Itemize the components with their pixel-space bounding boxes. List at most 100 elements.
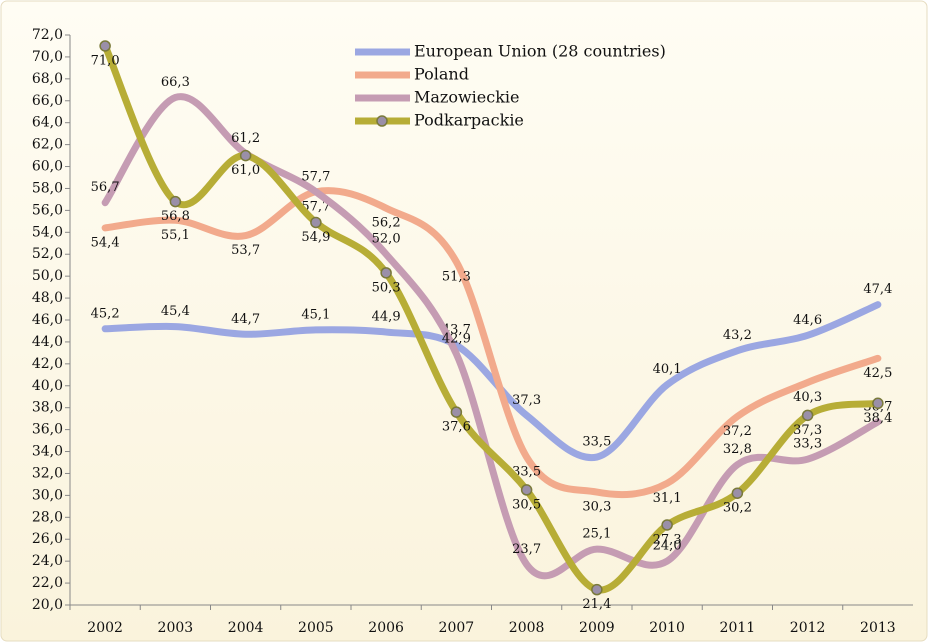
y-tick-label: 42,0 (32, 356, 63, 372)
y-tick-label: 70,0 (32, 49, 63, 65)
data-label: 37,3 (793, 423, 822, 438)
y-tick-label: 48,0 (32, 290, 63, 306)
point-marker (872, 397, 884, 410)
point-marker (310, 216, 322, 229)
data-label: 71,0 (91, 53, 120, 68)
data-label: 57,7 (301, 169, 330, 184)
data-label: 50,3 (372, 280, 401, 295)
y-tick-label: 46,0 (32, 312, 63, 328)
data-label: 52,0 (372, 232, 401, 247)
point-marker (520, 484, 533, 496)
x-tick-label: 2009 (579, 620, 615, 636)
y-tick-label: 26,0 (32, 531, 63, 547)
point-marker (380, 267, 392, 279)
data-label: 37,6 (442, 420, 471, 435)
data-label: 31,1 (653, 491, 682, 506)
x-tick-label: 2008 (509, 620, 545, 636)
data-label: 54,9 (301, 230, 330, 245)
y-tick-label: 36,0 (32, 422, 63, 438)
data-label: 61,0 (231, 163, 260, 178)
legend-label: Mazowieckie (414, 88, 520, 107)
data-label: 44,9 (372, 310, 401, 325)
data-label: 55,1 (161, 228, 190, 243)
data-label: 45,2 (91, 306, 120, 321)
data-label: 33,5 (582, 435, 611, 450)
x-tick-label: 2005 (298, 620, 334, 636)
point-marker (169, 195, 182, 208)
x-tick-label: 2007 (439, 620, 475, 636)
point-marker (239, 149, 252, 162)
data-label: 61,2 (231, 131, 260, 146)
data-label: 24,0 (653, 539, 682, 554)
data-label: 40,3 (793, 390, 822, 405)
y-tick-label: 64,0 (32, 115, 63, 131)
data-label: 30,3 (582, 500, 611, 515)
y-tick-label: 68,0 (32, 71, 63, 87)
data-label: 53,7 (231, 243, 260, 258)
point-marker (450, 406, 463, 418)
point-marker (731, 487, 744, 499)
data-label: 43,2 (723, 328, 752, 343)
data-label: 47,4 (863, 282, 892, 297)
legend-label: Poland (414, 65, 469, 84)
data-label: 40,1 (653, 362, 682, 377)
data-label: 37,2 (723, 424, 752, 439)
y-tick-label: 56,0 (32, 202, 63, 218)
y-tick-label: 44,0 (32, 334, 63, 350)
data-label: 42,5 (863, 366, 892, 381)
y-tick-label: 60,0 (32, 159, 63, 175)
data-label: 38,4 (863, 411, 892, 426)
y-tick-label: 50,0 (32, 268, 63, 284)
data-label: 44,6 (793, 313, 822, 328)
x-tick-label: 2002 (87, 620, 123, 636)
data-label: 56,8 (161, 209, 190, 224)
y-tick-label: 22,0 (32, 575, 63, 591)
y-tick-label: 34,0 (32, 444, 63, 460)
x-tick-label: 2004 (228, 620, 264, 636)
y-tick-label: 72,0 (32, 27, 63, 43)
data-label: 27,3 (653, 532, 682, 547)
data-label: 37,3 (512, 393, 541, 408)
x-tick-label: 2006 (368, 620, 404, 636)
data-label: 44,7 (231, 312, 260, 327)
data-label: 54,4 (91, 235, 120, 250)
data-label: 42,9 (442, 331, 471, 346)
point-marker (591, 583, 603, 596)
data-label: 66,3 (161, 75, 190, 90)
data-label: 21,4 (582, 597, 611, 612)
y-tick-label: 58,0 (32, 180, 63, 196)
data-label: 30,5 (512, 497, 541, 512)
data-label: 51,3 (442, 269, 471, 284)
point-marker (801, 409, 814, 422)
y-tick-label: 40,0 (32, 378, 63, 394)
legend-label: Podkarpackie (414, 111, 524, 130)
data-label: 56,2 (372, 216, 401, 231)
data-label: 33,3 (793, 437, 822, 452)
y-tick-label: 38,0 (32, 400, 63, 416)
data-label: 32,8 (723, 442, 752, 457)
y-tick-label: 24,0 (32, 553, 63, 569)
y-tick-label: 66,0 (32, 93, 63, 109)
y-tick-label: 54,0 (32, 224, 63, 240)
data-label: 33,5 (512, 465, 541, 480)
point-marker (661, 519, 673, 531)
y-tick-label: 52,0 (32, 246, 63, 262)
data-label: 30,2 (723, 501, 752, 516)
y-tick-label: 62,0 (32, 137, 63, 153)
x-tick-label: 2013 (860, 620, 896, 636)
x-tick-label: 2010 (649, 620, 685, 636)
data-label: 45,1 (301, 307, 330, 322)
x-tick-label: 2011 (720, 620, 756, 636)
y-tick-label: 30,0 (32, 487, 63, 503)
series-line (101, 187, 882, 499)
legend-label: European Union (28 countries) (414, 42, 666, 61)
data-label: 23,7 (512, 542, 541, 557)
y-tick-label: 32,0 (32, 465, 63, 481)
data-label: 45,4 (161, 304, 190, 319)
y-tick-label: 20,0 (32, 597, 63, 613)
x-tick-label: 2012 (790, 620, 826, 636)
point-marker (99, 40, 111, 52)
y-tick-label: 28,0 (32, 509, 63, 525)
